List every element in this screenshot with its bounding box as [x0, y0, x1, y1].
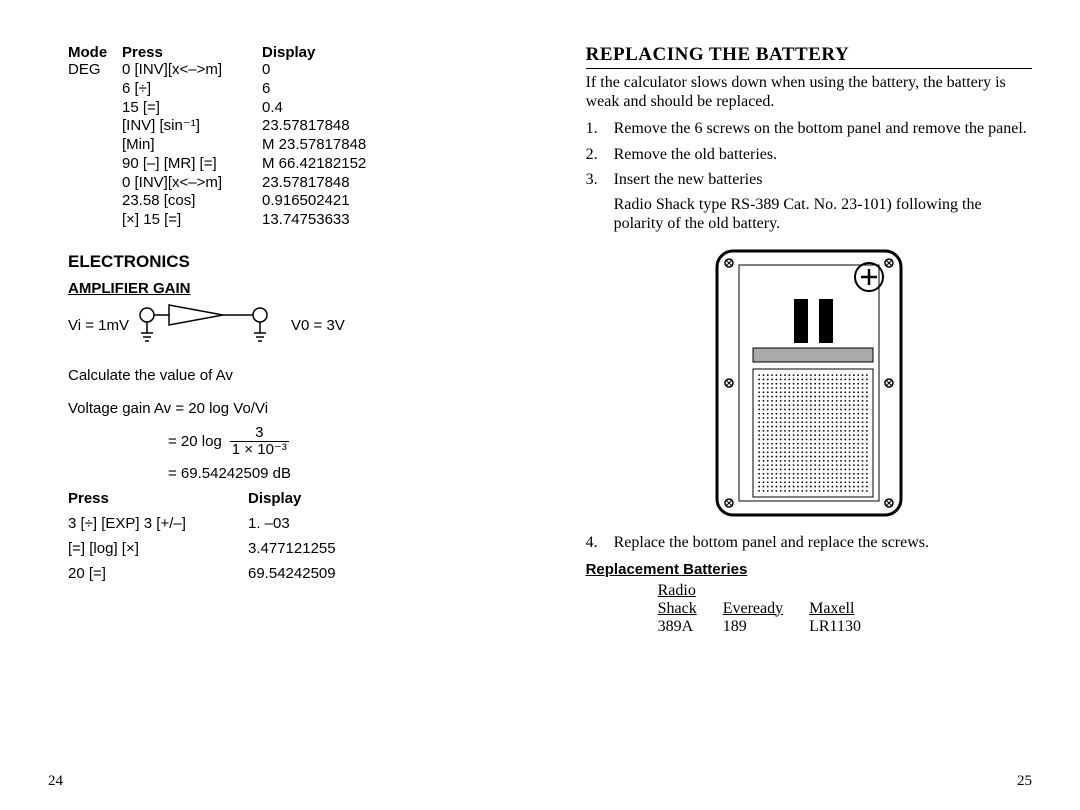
- table-row: [Min]M 23.57817848: [68, 136, 376, 155]
- press-display-table: Press Display 3 [÷] [EXP] 3 [+/–]1. –03[…: [68, 490, 336, 586]
- table-row: 3 [÷] [EXP] 3 [+/–]1. –03: [68, 511, 336, 536]
- replacement-batteries-heading: Replacement Batteries: [586, 561, 1032, 578]
- list-item: 1.Remove the 6 screws on the bottom pane…: [586, 119, 1032, 138]
- battery-step4: 4.Replace the bottom panel and replace t…: [586, 533, 1032, 552]
- page-number-left: 24: [48, 773, 63, 790]
- page-number-right: 25: [1017, 773, 1032, 790]
- th-display: Display: [262, 44, 376, 61]
- list-item: Radio Shack type RS-389 Cat. No. 23-101)…: [586, 195, 1032, 233]
- batt-hdr-radio-shack: RadioShack: [658, 582, 723, 618]
- electronics-heading: ELECTRONICS: [68, 252, 476, 272]
- table-row: 20 [=]69.54242509: [68, 561, 336, 586]
- list-item: 2.Remove the old batteries.: [586, 145, 1032, 164]
- th2-display: Display: [248, 490, 336, 511]
- th-press: Press: [122, 44, 262, 61]
- table-row: 90 [–] [MR] [=]M 66.42182152: [68, 155, 376, 174]
- table-row: 0 [INV][x<–>m]23.57817848: [68, 174, 376, 193]
- amplifier-circuit-icon: [135, 303, 285, 349]
- v0-label: V0 = 3V: [291, 317, 345, 334]
- amplifier-gain-heading: AMPLIFIER GAIN: [68, 280, 476, 297]
- battery-panel-diagram: [709, 243, 909, 523]
- table-row: [=] [log] [×]3.477121255: [68, 536, 336, 561]
- gain-result-text: = 69.54242509 dB: [168, 465, 476, 482]
- battery-intro-text: If the calculator slows down when using …: [586, 73, 1032, 111]
- table-row: 15 [=]0.4: [68, 99, 376, 118]
- gain-fraction: = 20 log 3 1 × 10⁻³: [168, 425, 476, 459]
- batt-hdr-eveready: Eveready: [723, 582, 809, 618]
- battery-steps-list: 1.Remove the 6 screws on the bottom pane…: [586, 119, 1032, 233]
- mode-press-display-table: Mode Press Display DEG0 [INV][x<–>m]06 […: [68, 44, 376, 230]
- amplifier-diagram-row: Vi = 1mV V0 = 3V: [68, 303, 476, 349]
- replacing-battery-heading: REPLACING THE BATTERY: [586, 44, 1032, 69]
- table-row: DEG0 [INV][x<–>m]0: [68, 61, 376, 80]
- th2-press: Press: [68, 490, 248, 511]
- list-item: 3.Insert the new batteries: [586, 170, 1032, 189]
- table-row: 23.58 [cos]0.916502421: [68, 192, 376, 211]
- gain-formula-text: Voltage gain Av = 20 log Vo/Vi: [68, 400, 476, 417]
- vi-label: Vi = 1mV: [68, 317, 129, 334]
- table-row: [INV] [sin⁻¹]23.57817848: [68, 117, 376, 136]
- right-page: REPLACING THE BATTERY If the calculator …: [586, 44, 1032, 636]
- calculate-av-text: Calculate the value of Av: [68, 367, 476, 384]
- batt-hdr-maxell: Maxell: [809, 582, 887, 618]
- table-row: [×] 15 [=]13.74753633: [68, 211, 376, 230]
- table-row: 6 [÷]6: [68, 80, 376, 99]
- th-mode: Mode: [68, 44, 122, 61]
- replacement-batteries-table: RadioShack Eveready Maxell 389A 189 LR11…: [658, 582, 887, 636]
- left-page: Mode Press Display DEG0 [INV][x<–>m]06 […: [68, 44, 476, 636]
